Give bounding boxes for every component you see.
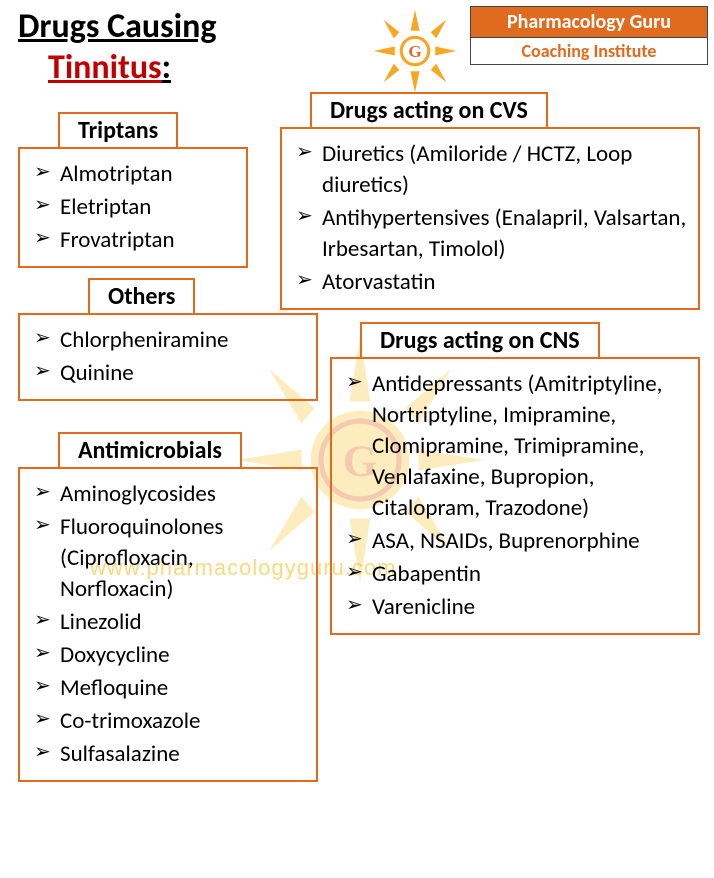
group-body-triptans: AlmotriptanEletriptanFrovatriptan	[18, 147, 248, 268]
title-line1: Drugs Causing	[18, 6, 216, 47]
list-item: Chlorpheniramine	[34, 325, 306, 356]
group-title-others: Others	[88, 278, 195, 315]
list-item: Antidepressants (Amitriptyline, Nortript…	[346, 369, 688, 524]
brand-banner: Pharmacology Guru Coaching Institute	[470, 6, 708, 65]
group-others: Others ChlorpheniramineQuinine	[18, 278, 318, 401]
list-item: Atorvastatin	[296, 267, 688, 298]
list-item: Almotriptan	[34, 159, 236, 190]
group-title-cns: Drugs acting on CNS	[360, 322, 600, 359]
group-title-cvs: Drugs acting on CVS	[310, 92, 548, 129]
svg-text:G: G	[408, 42, 421, 61]
list-item: Linezolid	[34, 607, 306, 638]
page-title: Drugs Causing Tinnitus:	[18, 6, 216, 88]
group-body-antimicrobials: AminoglycosidesFluoroquinolones (Ciprofl…	[18, 467, 318, 782]
list-item: Frovatriptan	[34, 225, 236, 256]
list-item: Fluoroquinolones (Ciprofloxacin, Norflox…	[34, 512, 306, 605]
list-item: Gabapentin	[346, 559, 688, 590]
group-title-antimicrobials: Antimicrobials	[58, 432, 242, 469]
group-triptans: Triptans AlmotriptanEletriptanFrovatript…	[18, 112, 248, 268]
group-cvs: Drugs acting on CVS Diuretics (Amiloride…	[280, 92, 700, 310]
group-body-others: ChlorpheniramineQuinine	[18, 313, 318, 401]
group-cns: Drugs acting on CNS Antidepressants (Ami…	[330, 322, 700, 635]
list-item: Mefloquine	[34, 673, 306, 704]
list-item: Diuretics (Amiloride / HCTZ, Loop diuret…	[296, 139, 688, 201]
list-item: Quinine	[34, 358, 306, 389]
group-body-cvs: Diuretics (Amiloride / HCTZ, Loop diuret…	[280, 127, 700, 310]
list-item: ASA, NSAIDs, Buprenorphine	[346, 526, 688, 557]
brand-logo-icon: G	[370, 6, 460, 76]
list-item: Varenicline	[346, 592, 688, 623]
list-item: Antihypertensives (Enalapril, Valsartan,…	[296, 203, 688, 265]
brand-tagline: Coaching Institute	[470, 38, 708, 65]
group-title-triptans: Triptans	[58, 112, 178, 149]
title-line2: Tinnitus	[48, 47, 162, 88]
group-body-cns: Antidepressants (Amitriptyline, Nortript…	[330, 357, 700, 635]
list-item: Eletriptan	[34, 192, 236, 223]
list-item: Co-trimoxazole	[34, 706, 306, 737]
brand-name: Pharmacology Guru	[470, 6, 708, 38]
list-item: Doxycycline	[34, 640, 306, 671]
list-item: Sulfasalazine	[34, 739, 306, 770]
list-item: Aminoglycosides	[34, 479, 306, 510]
group-antimicrobials: Antimicrobials AminoglycosidesFluoroquin…	[18, 432, 318, 782]
